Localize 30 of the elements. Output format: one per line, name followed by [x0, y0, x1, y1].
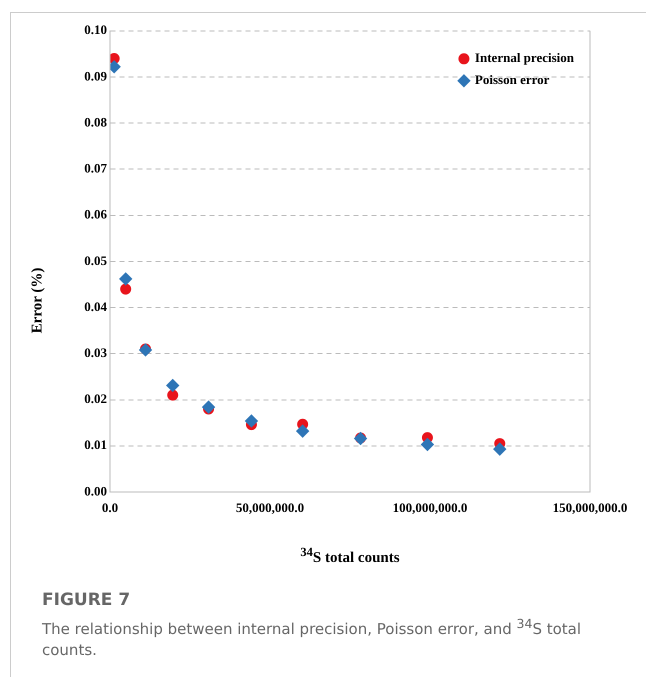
- point: [296, 424, 310, 438]
- y-tick-label: 0.03: [84, 345, 108, 360]
- x-axis-title: $^{34}$S total counts: [299, 545, 401, 567]
- y-tick-label: 0.10: [84, 22, 107, 38]
- x-tick-label: 50,000,000.0: [236, 500, 304, 516]
- y-tick-label: 0.09: [84, 68, 108, 84]
- y-tick-label: 0.01: [84, 437, 107, 452]
- point: [166, 378, 180, 392]
- point: [120, 284, 132, 295]
- y-tick-label: 0.07: [84, 160, 108, 176]
- y-tick-label: 0.00: [84, 483, 107, 498]
- x-tick-label: 100,000,000.0: [392, 500, 468, 516]
- y-tick-label: 0.04: [84, 298, 108, 314]
- point: [119, 272, 132, 286]
- legend-label: Internal precision: [474, 50, 575, 66]
- point: [167, 390, 178, 401]
- y-tick-label: 0.08: [84, 114, 108, 130]
- legend-label: Poisson error: [474, 72, 550, 88]
- text: The relationship between internal precision, Poisson error, and $^{34}$S total counts.: [42, 616, 582, 659]
- caption: FIGURE 7: [42, 590, 132, 611]
- y-tick-label: 0.02: [84, 391, 107, 406]
- point: [202, 400, 216, 414]
- point: [420, 438, 434, 451]
- y-tick-label: 0.06: [84, 206, 108, 222]
- y-axis-title: Error (%): [30, 267, 46, 333]
- x-tick-label: 0.0: [102, 500, 118, 516]
- point: [493, 442, 506, 456]
- x-tick-label: 150,000,000.0: [552, 500, 628, 516]
- point: [244, 414, 258, 428]
- y-tick-label: 0.05: [84, 252, 108, 268]
